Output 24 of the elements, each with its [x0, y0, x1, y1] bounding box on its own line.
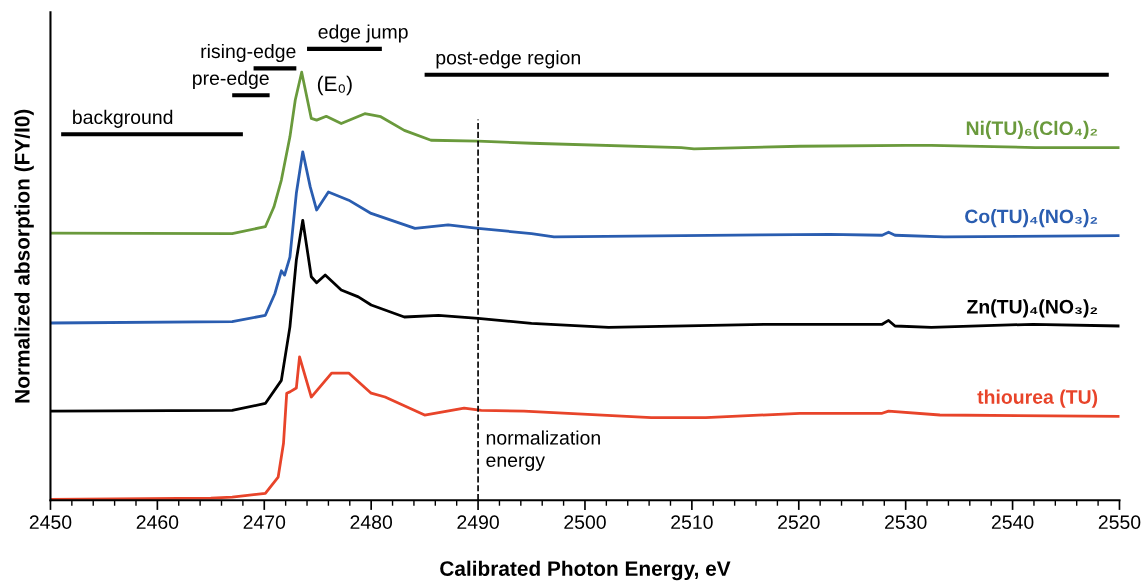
x-tick-label: 2470: [243, 515, 286, 530]
series-label: Ni(TU)₆(ClO₄)₂: [966, 120, 1098, 139]
x-axis-title: Calibrated Photon Energy, eV: [440, 560, 731, 581]
text: rising-edge: [201, 43, 296, 63]
series-label: Co(TU)₄(NO₃)₂: [965, 209, 1098, 228]
x-tick-label: 2480: [350, 515, 393, 530]
x-tick-label: 2490: [457, 515, 499, 530]
y-axis-title: Normalized absorption (FY/I0): [14, 109, 34, 403]
x-tick-label: 2500: [564, 515, 606, 530]
text: edge jump: [318, 24, 408, 43]
series-label: Zn(TU)₄(NO₃)₂: [967, 299, 1098, 318]
annotation: background: [73, 109, 173, 128]
x-tick-label: 2460: [136, 515, 179, 530]
x-tick-label: 2520: [778, 515, 820, 530]
annotation: (E₀): [317, 75, 352, 96]
x-tick-label: 2530: [885, 515, 927, 530]
x-tick-label: 2450: [29, 515, 72, 530]
annotation: pre-edge: [193, 70, 269, 89]
text: post-edge region: [436, 50, 580, 69]
x-tick-label: 2510: [671, 515, 713, 530]
series-label: thiourea (TU): [977, 389, 1098, 408]
ref-line-label: normalization energy: [486, 430, 600, 471]
x-tick-label: 2540: [991, 515, 1034, 530]
x-tick-label: 2550: [1098, 515, 1141, 530]
